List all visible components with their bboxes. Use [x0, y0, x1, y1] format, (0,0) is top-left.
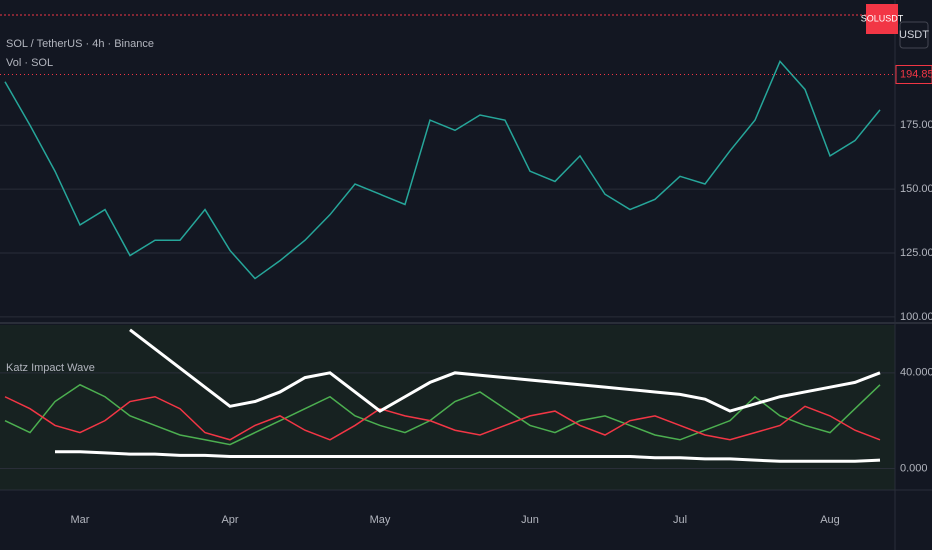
currency-button[interactable]	[899, 21, 929, 49]
x-tick-label: Jun	[521, 514, 539, 526]
y-tick-label: 150.00	[900, 183, 932, 195]
y-tick-label: 40.000	[900, 367, 932, 379]
symbol-label: SOLUSDT	[861, 13, 904, 23]
indicator-title: Katz Impact Wave	[6, 362, 95, 374]
series-line	[4, 383, 881, 446]
last-price-badge	[895, 64, 932, 84]
x-tick-label: Jul	[673, 514, 687, 526]
series-line	[55, 450, 881, 463]
volume-label: Vol · SOL	[6, 57, 53, 69]
y-tick-label: 125.00	[900, 247, 932, 259]
symbol-badge	[866, 4, 898, 34]
last-price-label: 194.85	[900, 68, 932, 80]
x-tick-label: Aug	[820, 514, 840, 526]
x-tick-label: Apr	[221, 514, 238, 526]
y-tick-label: 100.00	[900, 311, 932, 323]
currency-label[interactable]: USDT	[899, 29, 929, 41]
series-line	[4, 395, 881, 441]
series-line	[4, 59, 881, 280]
x-tick-label: May	[370, 514, 391, 526]
x-tick-label: Mar	[71, 514, 90, 526]
series-line	[129, 328, 881, 413]
chart-title: SOL / TetherUS · 4h · Binance	[6, 38, 154, 50]
y-tick-label: 175.00	[900, 119, 932, 131]
y-tick-label: 0.000	[900, 462, 928, 474]
